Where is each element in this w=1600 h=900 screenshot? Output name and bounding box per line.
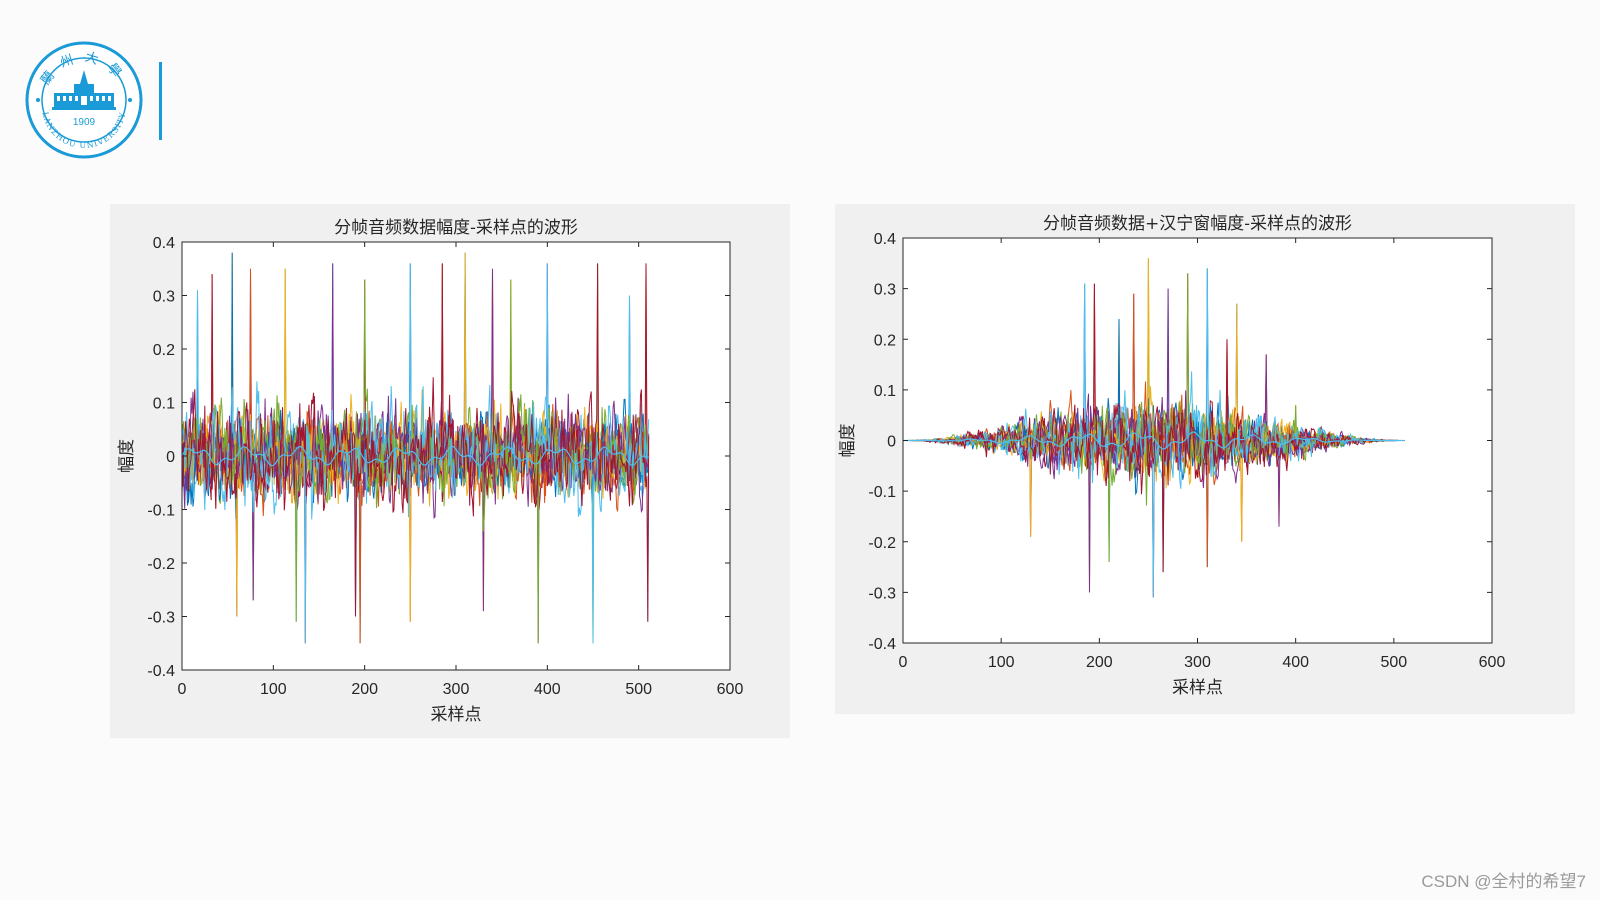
figure-framed-waveform: 0 100 200 300 400 500 600 0.4 0.3 0.2 0.1 0 -0.1 -0.2… bbox=[110, 204, 790, 738]
x-tick-label: 200 bbox=[351, 681, 378, 698]
y-tick-label: -0.4 bbox=[147, 663, 175, 680]
series-group bbox=[903, 258, 1405, 598]
series-line-10 bbox=[903, 258, 1405, 542]
series-line-smooth bbox=[903, 431, 1405, 450]
chart-hanning-waveform: 0 100 200 300 400 500 600 0.4 0.3 0.2 0.1 0 -0.1 -0.2… bbox=[838, 214, 1506, 698]
y-tick-label: -0.3 bbox=[147, 610, 175, 627]
y-tick-label: -0.4 bbox=[868, 636, 896, 653]
figure-hanning-waveform: 0 100 200 300 400 500 600 0.4 0.3 0.2 0.1 0 -0.1 -0.2… bbox=[835, 204, 1575, 714]
series-line-13 bbox=[903, 268, 1405, 598]
y-tick-label: 0.4 bbox=[153, 235, 175, 252]
series-group bbox=[182, 252, 650, 644]
chart-title: 分帧音频数据幅度-采样点的波形 bbox=[334, 218, 578, 238]
x-tick-label: 400 bbox=[1282, 654, 1309, 671]
x-tick-label: 300 bbox=[443, 681, 470, 698]
chart-framed-waveform: 0 100 200 300 400 500 600 0.4 0.3 0.2 0.1 0 -0.1 -0.2… bbox=[117, 218, 744, 725]
y-tick-label: 0.2 bbox=[153, 342, 175, 359]
x-tick-label: 500 bbox=[1380, 654, 1407, 671]
y-tick-label: 0.4 bbox=[874, 231, 896, 248]
y-axis-label: 幅度 bbox=[117, 439, 137, 473]
y-tick-label: 0.3 bbox=[874, 282, 896, 299]
x-tick-label: 600 bbox=[717, 681, 744, 698]
y-axis-label: 幅度 bbox=[838, 424, 858, 458]
y-tick-label: 0.2 bbox=[874, 332, 896, 349]
series-line-12 bbox=[903, 273, 1405, 563]
logo-year: 1909 bbox=[73, 117, 96, 128]
x-axis-label: 采样点 bbox=[1172, 678, 1223, 698]
x-tick-label: 0 bbox=[899, 654, 908, 671]
series-line-smooth bbox=[182, 445, 649, 467]
y-tick-label: -0.1 bbox=[147, 503, 175, 520]
y-tick-label: 0.1 bbox=[153, 396, 175, 413]
series-line-14 bbox=[903, 339, 1405, 573]
y-tick-label: -0.1 bbox=[868, 484, 896, 501]
watermark: CSDN @全村的希望7 bbox=[1421, 872, 1586, 891]
y-tick-label: 0 bbox=[887, 434, 896, 451]
x-tick-label: 500 bbox=[625, 681, 652, 698]
y-tick-label: 0.1 bbox=[874, 383, 896, 400]
x-tick-label: 400 bbox=[534, 681, 561, 698]
x-axis-label: 采样点 bbox=[431, 705, 482, 725]
x-tick-label: 300 bbox=[1184, 654, 1211, 671]
x-tick-label: 0 bbox=[178, 681, 187, 698]
y-tick-label: 0.3 bbox=[153, 289, 175, 306]
lanzhou-university-logo-icon: 1909 蘭州大學 LANZHOU UNIVERSITY bbox=[25, 41, 143, 159]
x-tick-label: 100 bbox=[260, 681, 287, 698]
x-tick-label: 100 bbox=[988, 654, 1015, 671]
y-tick-label: -0.2 bbox=[868, 535, 896, 552]
logo-divider bbox=[159, 62, 162, 140]
x-tick-label: 200 bbox=[1086, 654, 1113, 671]
y-tick-label: -0.2 bbox=[147, 556, 175, 573]
y-tick-label: -0.3 bbox=[868, 585, 896, 602]
x-tick-label: 600 bbox=[1479, 654, 1506, 671]
series-line-14 bbox=[182, 263, 650, 622]
y-tick-label: 0 bbox=[166, 449, 175, 466]
chart-title: 分帧音频数据+汉宁窗幅度-采样点的波形 bbox=[1043, 214, 1352, 234]
